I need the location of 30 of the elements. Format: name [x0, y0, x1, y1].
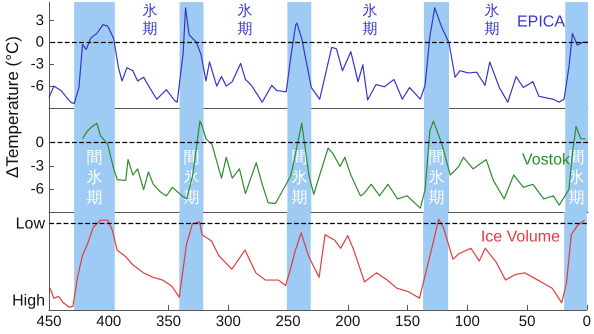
x-tick-label: 0 — [582, 313, 591, 330]
y-axis-title: ΔTemperature (°C) — [3, 36, 22, 178]
y-tick-label: -3 — [30, 157, 44, 174]
x-tick-label: 450 — [36, 313, 62, 330]
x-tick-label: 250 — [276, 313, 301, 330]
x-tick-label: 200 — [335, 313, 360, 330]
annotation: 氷期 — [362, 2, 378, 38]
x-tick-label: 300 — [216, 313, 241, 330]
band-label: 間氷期 — [86, 150, 103, 206]
x-tick-label: 400 — [96, 313, 122, 330]
y-tick-label: -3 — [30, 56, 44, 73]
x-tick-label: 150 — [395, 313, 420, 330]
annotation: 氷期 — [484, 2, 500, 38]
text: Low — [16, 216, 46, 232]
y-tick-label: 0 — [36, 134, 44, 152]
x-tick-label: 50 — [518, 313, 536, 330]
series-label: EPICA — [516, 14, 566, 30]
y-tick-label: 0 — [36, 34, 44, 51]
series-label: Vostok — [522, 152, 571, 168]
text: High — [12, 292, 45, 310]
x-tick-label: 350 — [156, 313, 182, 330]
band-label: 間氷期 — [428, 150, 444, 206]
y-tick-label: -6 — [30, 180, 44, 198]
series-label: Ice Volume — [480, 228, 560, 246]
y-tick-label: 3 — [36, 12, 44, 29]
x-tick-label: 100 — [454, 313, 480, 330]
y-tick-label: -6 — [30, 78, 44, 95]
annotation: 氷期 — [142, 2, 158, 38]
line-series — [82, 120, 586, 209]
annotation: 氷期 — [238, 2, 252, 38]
